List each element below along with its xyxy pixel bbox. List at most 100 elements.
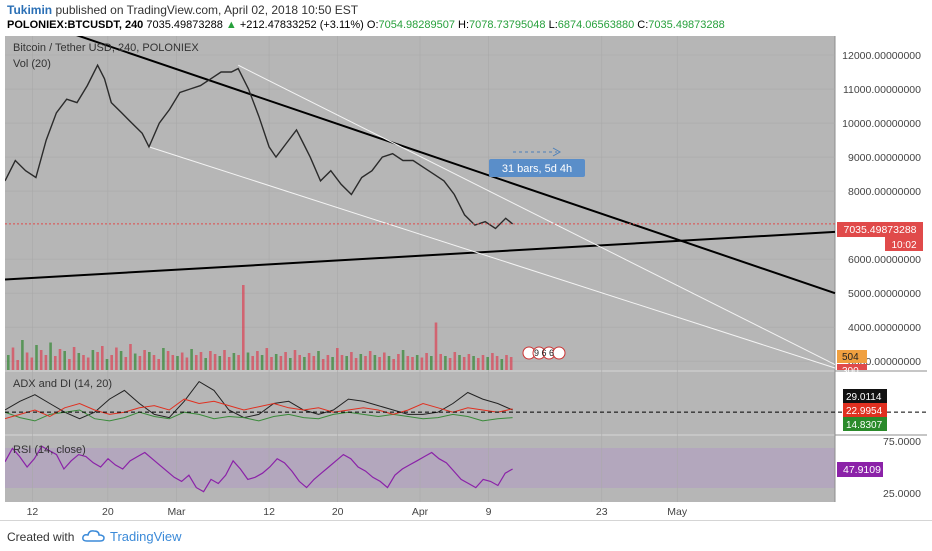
volume-bar	[298, 355, 301, 370]
volume-bar	[246, 352, 250, 370]
volume-bar	[39, 350, 43, 370]
author-link[interactable]: Tukimin	[7, 3, 53, 17]
last-price-tag-text: 7035.49873288	[844, 224, 917, 236]
volume-bar	[477, 358, 480, 370]
rsi-tick-label: 75.0000	[883, 436, 921, 448]
open-value: 7054.98289507	[378, 19, 455, 31]
event-marker	[552, 346, 566, 360]
volume-bar	[373, 355, 377, 370]
up-arrow-icon: ▲	[225, 19, 237, 31]
volume-bar	[378, 357, 381, 370]
volume-bar	[190, 349, 193, 370]
volume-tag-partial: 300	[842, 366, 859, 377]
volume-bar	[336, 348, 339, 370]
volume-bar	[86, 357, 90, 370]
volume-bar	[30, 357, 34, 370]
volume-bar	[284, 352, 287, 370]
measure-tool[interactable]: 31 bars, 5d 4h	[489, 147, 585, 177]
volume-bar	[63, 351, 66, 370]
price-tick-label: 10000.00000000	[842, 118, 921, 130]
volume-bar	[129, 344, 132, 370]
volume-bar	[312, 356, 316, 370]
volume-bar	[434, 322, 438, 370]
volume-bar	[307, 353, 311, 370]
volume-bar	[340, 355, 344, 370]
created-with-text: Created with	[7, 530, 75, 544]
volume-bar	[411, 357, 414, 370]
high-value: 7078.73795048	[469, 19, 546, 31]
events-badge[interactable]: 9 6 6	[522, 346, 566, 360]
volume-bar	[486, 357, 489, 370]
volume-bar	[505, 355, 508, 370]
volume-bar	[110, 355, 113, 370]
volume-bar	[176, 356, 179, 370]
volume-bar	[354, 358, 358, 370]
main-title: Bitcoin / Tether USD, 240, POLONIEX	[13, 42, 199, 54]
time-tick-label: 23	[596, 506, 608, 518]
open-label: O:	[366, 19, 379, 31]
time-tick-label: 20	[102, 506, 114, 518]
volume-bar	[124, 357, 128, 370]
volume-bar	[448, 358, 452, 370]
volume-bar	[326, 355, 330, 370]
volume-bar	[44, 355, 48, 370]
tradingview-brand[interactable]: TradingView	[110, 529, 182, 544]
low-value: 6874.06563880	[557, 19, 635, 31]
measure-box	[489, 159, 585, 177]
volume-bar	[82, 355, 85, 370]
volume-bar	[21, 340, 24, 370]
volume-bar	[11, 347, 15, 370]
volume-bar	[467, 354, 471, 370]
volume-bar	[227, 357, 231, 370]
ohlc-line: POLONIEX:BTCUSDT, 240 7035.49873288 ▲ +2…	[7, 19, 725, 31]
volume-bar	[152, 355, 156, 370]
price-tick-label: 9000.00000000	[848, 152, 921, 164]
volume-bar	[218, 356, 222, 370]
volume-bar	[415, 355, 419, 370]
adx-series-di	[4, 398, 513, 420]
volume-bar	[500, 359, 504, 370]
volume-bar	[157, 359, 160, 370]
time-tick-label: Apr	[412, 506, 429, 518]
volume-bar	[260, 355, 264, 370]
price-tick-label: 11000.00000000	[843, 84, 921, 96]
price-axis-bg	[835, 36, 927, 502]
chart-svg[interactable]: 12000.00000000 11000.00000000 10000.000000…	[4, 9, 927, 520]
volume-bar	[256, 351, 259, 370]
price-tick-label: 8000.00000000	[848, 186, 921, 198]
volume-bar	[204, 358, 207, 370]
volume-bar	[321, 359, 325, 370]
volume-bar	[68, 359, 71, 370]
time-axis-bg	[5, 502, 927, 520]
time-tick-label: 12	[263, 506, 275, 518]
rsi-series-line	[4, 445, 513, 493]
volume-bar	[439, 354, 442, 370]
volume-bar	[242, 285, 245, 370]
volume-bar	[392, 359, 395, 370]
rsi-tag: 47.9109	[837, 462, 883, 477]
adx-series-adx	[4, 380, 513, 420]
di-minus-value: 22.9954	[846, 406, 883, 417]
measure-label: 31 bars, 5d 4h	[502, 163, 572, 175]
volume-bar	[364, 356, 367, 370]
volume-bar	[251, 356, 254, 370]
chart-header: Tukimin published on TradingView.com, Ap…	[0, 0, 932, 36]
volume-bar	[293, 350, 297, 370]
volume-tag: 504 300	[837, 350, 867, 377]
volume-bar	[420, 357, 424, 370]
volume-bar	[7, 355, 10, 370]
trend-line-support	[4, 230, 836, 281]
adx-title: ADX and DI (14, 20)	[13, 378, 112, 390]
volume-bar	[430, 356, 433, 370]
volume-bar	[368, 351, 372, 370]
price-tick-label: 6000.00000000	[848, 254, 921, 266]
volume-bar	[265, 348, 269, 370]
price-tick-label: 12000.00000000	[842, 50, 921, 62]
adx-tags: 29.0114 22.9954 14.8307	[843, 389, 887, 431]
volume-bar	[133, 353, 137, 370]
volume-bar	[180, 352, 184, 370]
volume-bar	[425, 353, 428, 370]
footer: Created with TradingView	[0, 520, 932, 551]
volume-bar	[213, 354, 217, 370]
chart-area[interactable]: 12000.00000000 11000.00000000 10000.000000…	[4, 9, 927, 520]
